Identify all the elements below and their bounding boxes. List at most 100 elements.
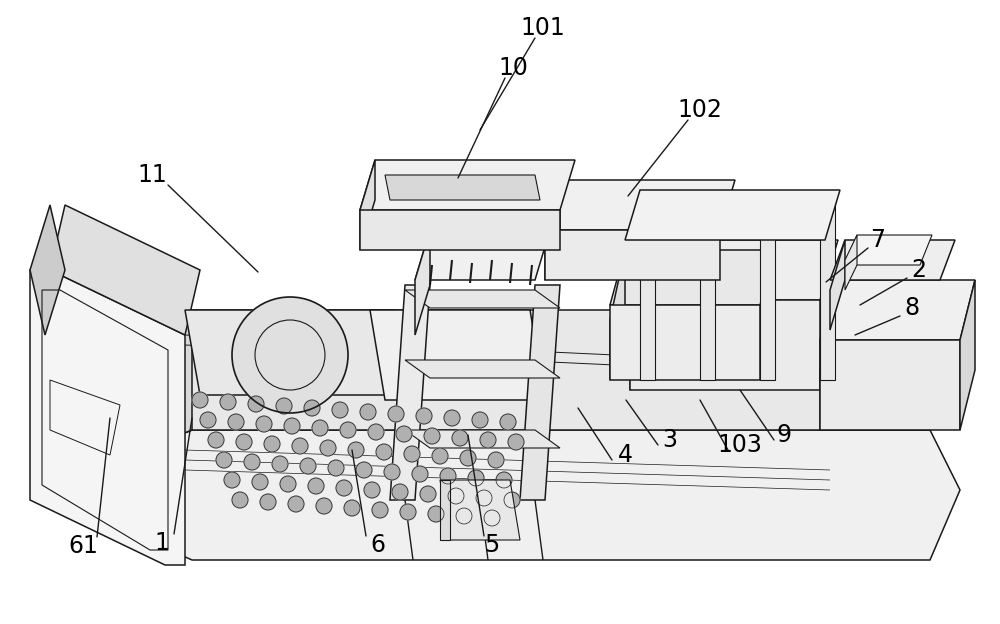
Circle shape	[500, 414, 516, 430]
Circle shape	[452, 430, 468, 446]
Polygon shape	[385, 175, 540, 200]
Circle shape	[424, 428, 440, 444]
Polygon shape	[38, 310, 960, 490]
Circle shape	[312, 420, 328, 436]
Circle shape	[504, 492, 520, 508]
Circle shape	[468, 470, 484, 486]
Text: 61: 61	[68, 534, 98, 558]
Circle shape	[396, 426, 412, 442]
Polygon shape	[360, 210, 560, 250]
Polygon shape	[830, 240, 845, 330]
Polygon shape	[50, 205, 200, 335]
Circle shape	[360, 404, 376, 420]
Polygon shape	[820, 200, 835, 380]
Circle shape	[388, 406, 404, 422]
Circle shape	[460, 450, 476, 466]
Polygon shape	[610, 305, 760, 380]
Circle shape	[340, 422, 356, 438]
Circle shape	[456, 508, 472, 524]
Circle shape	[232, 297, 348, 413]
Circle shape	[192, 392, 208, 408]
Circle shape	[364, 482, 380, 498]
Polygon shape	[360, 160, 575, 210]
Circle shape	[488, 452, 504, 468]
Polygon shape	[415, 230, 430, 335]
Circle shape	[336, 480, 352, 496]
Polygon shape	[820, 280, 835, 430]
Circle shape	[432, 448, 448, 464]
Circle shape	[244, 454, 260, 470]
Circle shape	[472, 412, 488, 428]
Polygon shape	[38, 430, 960, 560]
Circle shape	[292, 438, 308, 454]
Polygon shape	[405, 360, 560, 378]
Circle shape	[484, 510, 500, 526]
Circle shape	[316, 498, 332, 514]
Polygon shape	[545, 185, 560, 280]
Text: 11: 11	[137, 163, 167, 187]
Text: 101: 101	[521, 16, 565, 40]
Polygon shape	[630, 300, 820, 390]
Polygon shape	[610, 250, 775, 305]
Circle shape	[496, 472, 512, 488]
Circle shape	[400, 504, 416, 520]
Polygon shape	[630, 240, 838, 300]
Circle shape	[368, 424, 384, 440]
Circle shape	[376, 444, 392, 460]
Polygon shape	[30, 205, 65, 335]
Text: 103: 103	[718, 433, 762, 457]
Circle shape	[248, 396, 264, 412]
Circle shape	[284, 418, 300, 434]
Circle shape	[416, 408, 432, 424]
Polygon shape	[38, 310, 192, 490]
Text: 3: 3	[662, 428, 678, 452]
Circle shape	[372, 502, 388, 518]
Polygon shape	[370, 310, 545, 400]
Polygon shape	[390, 285, 430, 500]
Circle shape	[300, 458, 316, 474]
Circle shape	[320, 440, 336, 456]
Polygon shape	[625, 190, 840, 240]
Circle shape	[332, 402, 348, 418]
Text: 1: 1	[155, 531, 169, 555]
Circle shape	[412, 466, 428, 482]
Polygon shape	[405, 430, 560, 448]
Text: 4: 4	[618, 443, 633, 467]
Polygon shape	[845, 235, 932, 265]
Polygon shape	[185, 310, 410, 395]
Circle shape	[272, 456, 288, 472]
Polygon shape	[30, 270, 185, 565]
Polygon shape	[610, 250, 625, 380]
Circle shape	[260, 494, 276, 510]
Circle shape	[480, 432, 496, 448]
Polygon shape	[415, 230, 550, 280]
Circle shape	[304, 400, 320, 416]
Polygon shape	[360, 160, 375, 250]
Text: 5: 5	[484, 533, 500, 557]
Polygon shape	[630, 240, 648, 390]
Polygon shape	[820, 280, 975, 340]
Polygon shape	[760, 200, 775, 380]
Text: 102: 102	[678, 98, 722, 122]
Circle shape	[208, 432, 224, 448]
Circle shape	[344, 500, 360, 516]
Text: 10: 10	[498, 56, 528, 80]
Text: 8: 8	[904, 296, 920, 320]
Circle shape	[348, 442, 364, 458]
Polygon shape	[830, 240, 955, 280]
Circle shape	[440, 468, 456, 484]
Circle shape	[448, 488, 464, 504]
Text: 7: 7	[870, 228, 886, 252]
Polygon shape	[640, 200, 655, 380]
Circle shape	[288, 496, 304, 512]
Circle shape	[476, 490, 492, 506]
Circle shape	[328, 460, 344, 476]
Circle shape	[280, 476, 296, 492]
Circle shape	[216, 452, 232, 468]
Circle shape	[444, 410, 460, 426]
Polygon shape	[520, 285, 560, 500]
Circle shape	[420, 486, 436, 502]
Circle shape	[508, 434, 524, 450]
Circle shape	[236, 434, 252, 450]
Text: 6: 6	[370, 533, 386, 557]
